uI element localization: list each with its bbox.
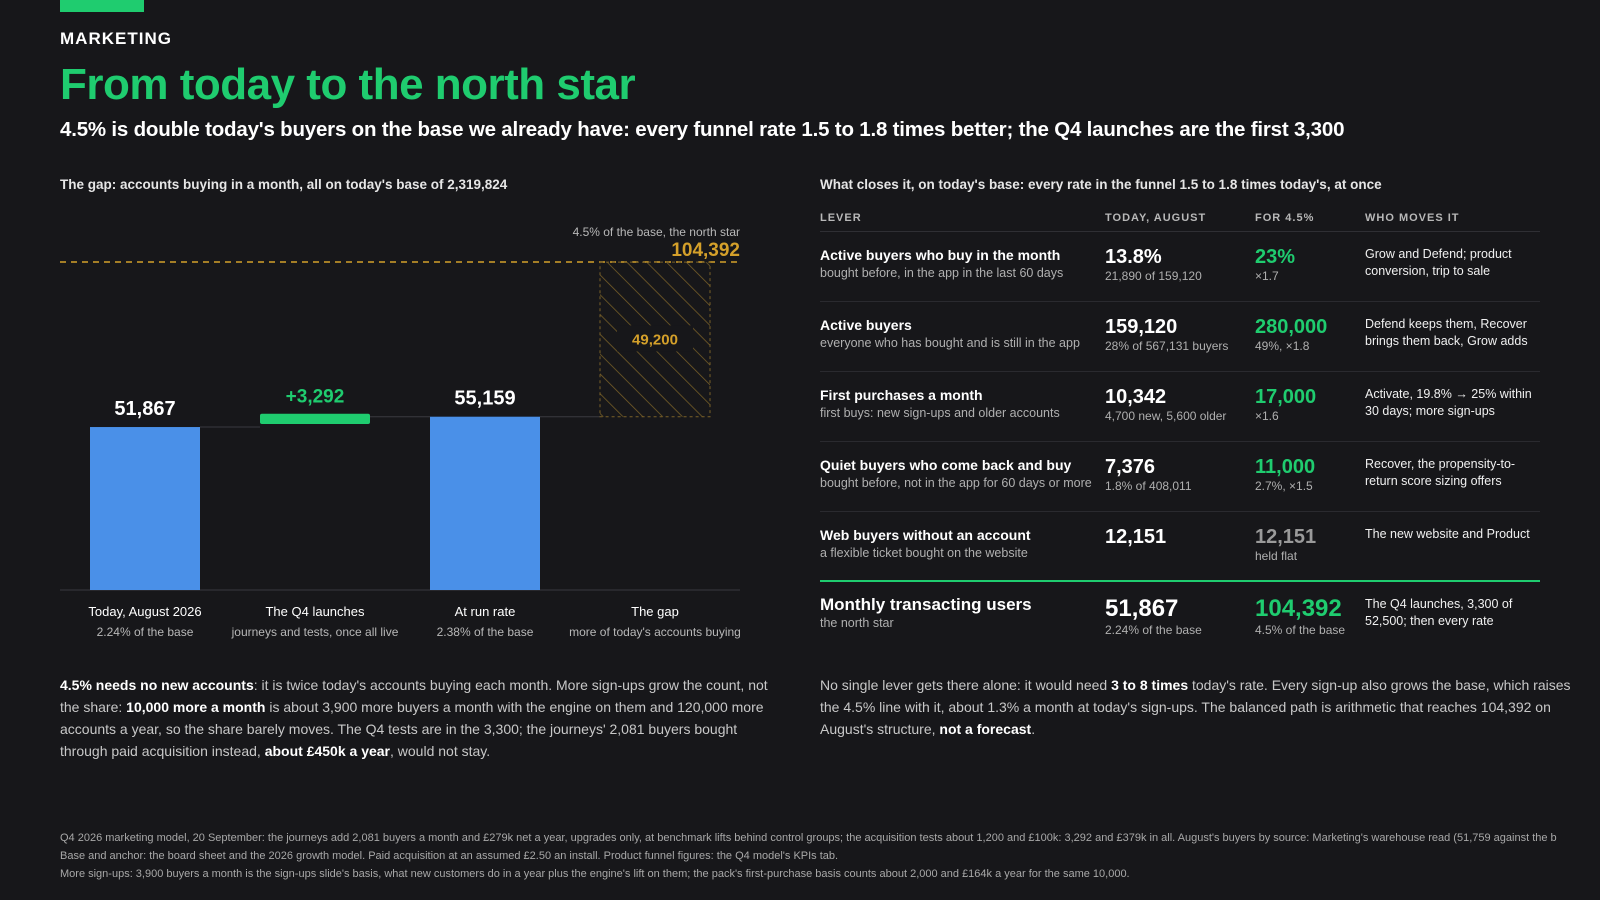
table-header: LEVER TODAY, AUGUST FOR 4.5% WHO MOVES I… (820, 208, 1540, 232)
bar-value-label: +3,292 (286, 387, 345, 408)
lever-name: Active buyers who buy in the month (820, 247, 1061, 263)
target-value: 280,000 (1255, 316, 1328, 338)
today-value: 7,376 (1105, 456, 1156, 478)
category-sublabel: 2.24% of the base (97, 625, 194, 639)
category-sublabel: journeys and tests, once all live (231, 625, 399, 639)
today-value: 159,120 (1105, 316, 1178, 338)
table-row: Active buyers everyone who has bought and… (820, 302, 1540, 372)
target-value: 104,392 (671, 240, 740, 261)
total-today-sub: 2.24% of the base (1105, 623, 1202, 637)
column-header: LEVER (820, 212, 862, 224)
chart-heading: The gap: accounts buying in a month, all… (60, 177, 508, 192)
owner: Grow and Defend; product conversion, tri… (1365, 247, 1512, 278)
today-value: 13.8% (1105, 246, 1162, 268)
target-value: 17,000 (1255, 386, 1317, 408)
table-row: First purchases a month first buys: new s… (820, 372, 1540, 442)
lever-desc: bought before, not in the app for 60 day… (820, 476, 1092, 490)
lever-name: Active buyers (820, 317, 912, 333)
category-label: Today, August 2026 (88, 604, 201, 619)
table-row: Active buyers who buy in the month bought… (820, 232, 1540, 302)
bar-value-label: 49,200 (632, 331, 678, 348)
category-label: At run rate (455, 604, 516, 619)
category-label: The Q4 launches (265, 604, 365, 619)
page-subtitle: 4.5% is double today's buyers on the bas… (60, 118, 1345, 141)
today-value: 12,151 (1105, 526, 1167, 548)
owner: The new website and Product (1365, 527, 1530, 541)
owner: Defend keeps them, Recover brings them b… (1365, 317, 1528, 348)
lever-desc: everyone who has bought and is still in … (820, 336, 1080, 350)
target-value: 11,000 (1255, 456, 1316, 478)
lever-name: Web buyers without an account (820, 527, 1031, 543)
column-header: WHO MOVES IT (1365, 212, 1460, 224)
total-desc: the north star (820, 616, 894, 630)
table-total-row: Monthly transacting users the north star … (820, 582, 1540, 652)
footnote: Base and anchor: the board sheet and the… (60, 850, 839, 862)
today-sub: 1.8% of 408,011 (1105, 479, 1192, 493)
lever-desc: a flexible ticket bought on the website (820, 546, 1028, 560)
total-target-sub: 4.5% of the base (1255, 623, 1346, 637)
column-header: FOR 4.5% (1255, 212, 1315, 224)
bar (260, 413, 370, 425)
today-sub: 28% of 567,131 buyers (1105, 339, 1229, 353)
target-sub: 2.7%, ×1.5 (1255, 479, 1313, 493)
table-row: Quiet buyers who come back and buy bought… (820, 442, 1540, 512)
column-header: TODAY, AUGUST (1105, 212, 1207, 224)
bar-value-label: 55,159 (454, 388, 515, 410)
lever-name: First purchases a month (820, 387, 983, 403)
total-today: 51,867 (1105, 595, 1179, 622)
lever-desc: bought before, in the app in the last 60… (820, 266, 1064, 280)
lever-explanation: No single lever gets there alone: it wou… (820, 677, 1571, 737)
total-owner: The Q4 launches, 3,300 of 52,500; then e… (1365, 597, 1513, 628)
today-sub: 21,890 of 159,120 (1105, 269, 1202, 283)
bar-value-label: 51,867 (114, 398, 175, 420)
category-sublabel: more of today's accounts buying (569, 625, 741, 639)
accent-bar (60, 0, 144, 12)
target-sub: ×1.6 (1255, 409, 1279, 423)
footnote: More sign-ups: 3,900 buyers a month is t… (60, 868, 1130, 880)
target-sub: ×1.7 (1255, 269, 1279, 283)
category-sublabel: 2.38% of the base (437, 625, 534, 639)
bar (430, 416, 540, 590)
today-value: 10,342 (1105, 386, 1167, 408)
page-title: From today to the north star (60, 60, 636, 109)
bar (90, 427, 200, 590)
target-value: 12,151 (1255, 526, 1317, 548)
lever-table: LEVER TODAY, AUGUST FOR 4.5% WHO MOVES I… (820, 208, 1540, 652)
total-name: Monthly transacting users (820, 595, 1032, 614)
owner: Activate, 19.8% → 25% within 30 days; mo… (1365, 387, 1532, 418)
category-label: The gap (631, 604, 679, 619)
target-sub: held flat (1255, 549, 1298, 563)
table-heading: What closes it, on today's base: every r… (820, 177, 1382, 192)
target-sub: 49%, ×1.8 (1255, 339, 1310, 353)
target-label: 4.5% of the base, the north star (573, 225, 740, 239)
gap-explanation: 4.5% needs no new accounts: it is twice … (60, 677, 768, 759)
lever-name: Quiet buyers who come back and buy (820, 457, 1072, 473)
today-sub: 4,700 new, 5,600 older (1105, 409, 1227, 423)
table-row: Web buyers without an account a flexible … (820, 512, 1540, 582)
waterfall-chart: 4.5% of the base, the north star 104,392 5… (0, 210, 790, 650)
target-value: 23% (1255, 246, 1296, 268)
total-target: 104,392 (1255, 595, 1342, 622)
section-kicker: MARKETING (60, 29, 172, 48)
owner: Recover, the propensity-to-return score … (1365, 457, 1516, 488)
lever-desc: first buys: new sign-ups and older accou… (820, 406, 1060, 420)
gap-label-bg (617, 325, 693, 352)
footnote: Q4 2026 marketing model, 20 September: t… (60, 832, 1557, 844)
